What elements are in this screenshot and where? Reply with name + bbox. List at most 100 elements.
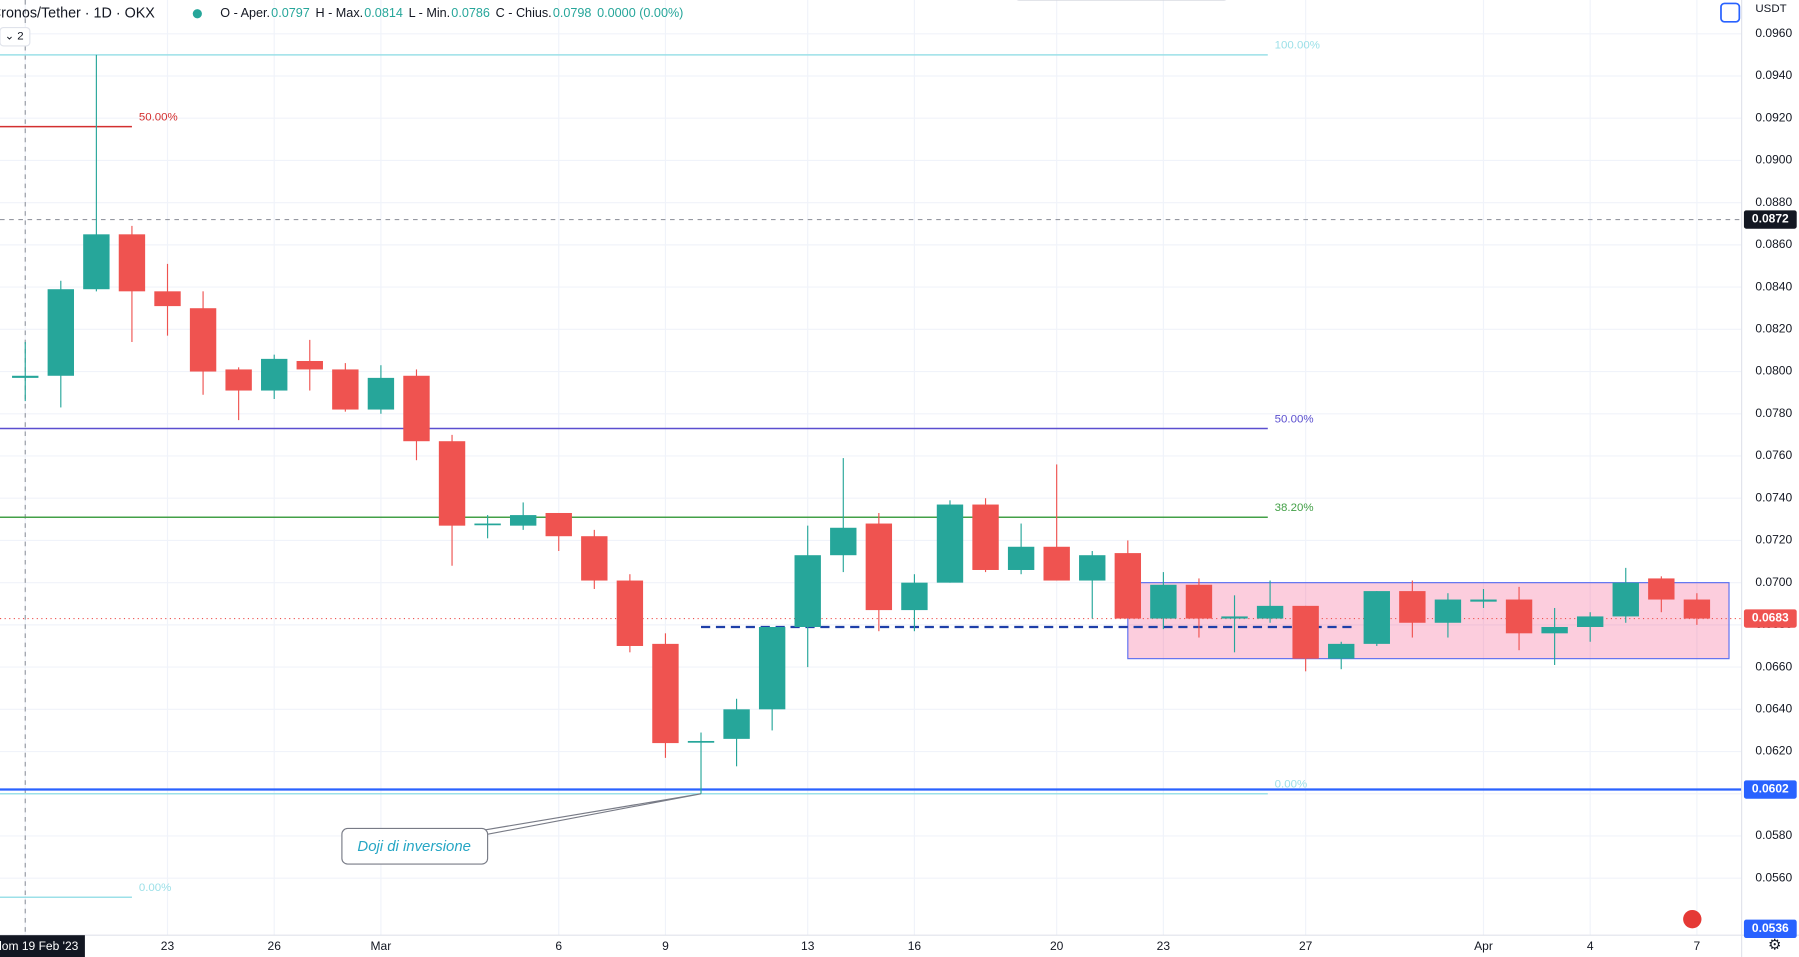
candle-body	[545, 512, 572, 537]
x-tick-label: 16	[908, 939, 922, 953]
candle-body	[865, 523, 893, 611]
ohlc-value: 0.0798	[553, 6, 592, 20]
candle-body	[83, 234, 110, 290]
candle-body	[1221, 616, 1248, 619]
x-tick-label: 7	[1694, 939, 1701, 953]
candle-body	[936, 504, 964, 583]
callout-text: Doji di inversione	[357, 839, 471, 855]
price-badge-label: 0.0536	[1752, 921, 1789, 935]
status-dot	[192, 9, 202, 19]
candle-body	[225, 369, 252, 391]
x-tick-label: 6	[555, 939, 562, 953]
price-badge	[1743, 919, 1797, 939]
flag-icon	[1683, 909, 1702, 929]
candle-body	[1683, 599, 1711, 619]
settings-button[interactable]	[1720, 2, 1741, 23]
fib-label: 50.00%	[139, 112, 178, 124]
x-tick-label: 26	[268, 939, 282, 953]
fib-label: 100.00%	[1275, 40, 1320, 52]
candle-body	[118, 234, 146, 292]
y-tick-label: 0.0760	[1755, 448, 1792, 462]
x-tick-label: 20	[1050, 939, 1064, 953]
fib-label: 50.00%	[1275, 413, 1314, 425]
ohlc-label: C - Chius.	[496, 6, 552, 20]
candle-body	[154, 291, 181, 307]
y-tick-label: 0.0780	[1755, 406, 1792, 420]
y-tick-label: 0.0860	[1755, 237, 1792, 251]
candle-body	[581, 536, 608, 581]
x-tick-label: 13	[801, 939, 815, 953]
candle-body	[723, 709, 750, 739]
x-tick-label: Mar	[371, 939, 392, 953]
x-tick-label: 4	[1587, 939, 1594, 953]
ohlc-legend: O - Aper. 0.0797 H - Max. 0.0814 L - Min. 0.0…	[220, 6, 683, 20]
fib-label: 0.00%	[139, 882, 172, 894]
y-tick-label: 0.0900	[1755, 153, 1792, 167]
candle-body	[1043, 546, 1070, 581]
ohlc-label: L - Min.	[409, 6, 451, 20]
candle-body	[403, 375, 430, 442]
candle-body	[189, 308, 217, 372]
price-axis	[1741, 0, 1799, 957]
y-tick-label: 0.0720	[1755, 533, 1792, 547]
candle-body	[1648, 578, 1675, 600]
settings-gear[interactable]: ⚙	[1768, 937, 1781, 953]
indicator-count: 2	[17, 31, 23, 43]
y-tick-label: 0.0700	[1755, 575, 1792, 589]
candle-body	[261, 358, 288, 391]
x-tick-label: 23	[161, 939, 175, 953]
y-tick-label: 0.0920	[1755, 110, 1792, 124]
callout-box	[341, 827, 489, 865]
ohlc-label: H - Max.	[316, 6, 364, 20]
candle-body	[1541, 626, 1568, 634]
y-tick-label: 0.0580	[1755, 828, 1792, 842]
y-tick-label: 0.0800	[1755, 364, 1792, 378]
candle-body	[367, 377, 395, 410]
y-tick-label: 0.0940	[1755, 68, 1792, 82]
fib-label: 38.20%	[1275, 502, 1314, 514]
candle-body	[1576, 616, 1604, 627]
candles	[12, 54, 1711, 794]
candle-body	[794, 555, 821, 627]
candle-body	[1114, 553, 1142, 619]
candle-body	[12, 375, 39, 378]
candle-body	[687, 740, 715, 743]
candle-body	[1185, 584, 1213, 619]
candle-body	[1007, 546, 1035, 570]
x-tick-label: 27	[1299, 939, 1313, 953]
candle-body	[652, 643, 679, 744]
y-tick-label: 0.0880	[1755, 195, 1792, 209]
candle-body	[1256, 605, 1284, 619]
price-badge-label: 0.0602	[1752, 782, 1789, 796]
indicator-badge[interactable]	[0, 26, 31, 47]
price-badge-label: 0.0872	[1752, 212, 1789, 226]
chart-title: Cronos/Tether · 1D · OKX	[0, 6, 155, 22]
candle-body	[1612, 582, 1639, 617]
indicator-chevron: ⌄	[5, 31, 15, 43]
x-tick-label: 9	[662, 939, 669, 953]
x-tick-label: Apr	[1474, 939, 1493, 953]
price-badge-label: 0.0683	[1752, 611, 1789, 625]
axes: 0.0960 0.0940 0.0920 0.0900 0.0880 0.0860 0.08…	[0, 26, 1797, 957]
candle-body	[474, 523, 501, 526]
y-tick-label: 0.0840	[1755, 279, 1792, 293]
x-crosshair-badge	[0, 935, 85, 957]
candle-body	[438, 441, 466, 526]
candle-body	[1150, 584, 1177, 619]
fib-label: 0.00%	[1275, 779, 1308, 791]
price-badge	[1743, 780, 1797, 799]
candle-body	[1079, 555, 1106, 581]
currency[interactable]: USDT	[1755, 3, 1786, 15]
ohlc-value: 0.0797	[271, 6, 310, 20]
candle-body	[1328, 643, 1355, 659]
candle-body	[1292, 605, 1319, 659]
y-tick-label: 0.0640	[1755, 702, 1792, 716]
candle-body	[1434, 599, 1462, 623]
y-tick-label: 0.0820	[1755, 322, 1792, 336]
y-tick-label: 0.0660	[1755, 659, 1792, 673]
ohlc-value: 0.0814	[364, 6, 403, 20]
